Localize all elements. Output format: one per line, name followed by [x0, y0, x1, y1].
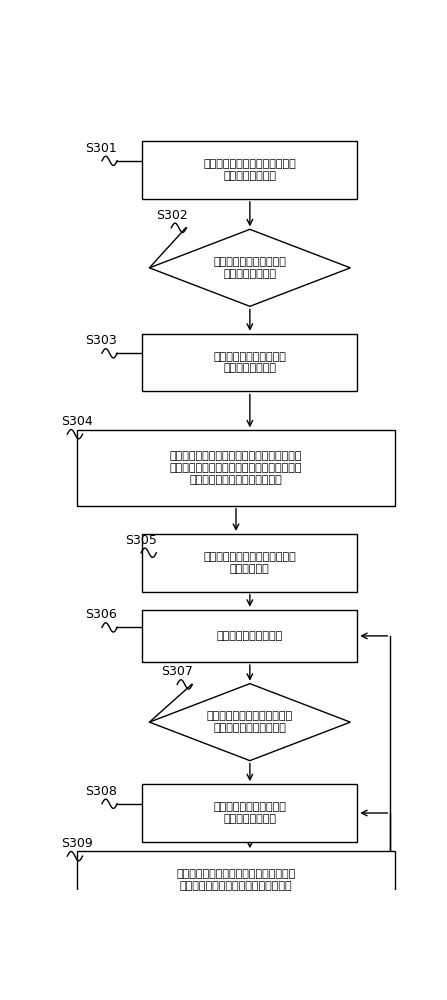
Text: S308: S308: [85, 785, 117, 798]
Bar: [143, 334, 357, 391]
Polygon shape: [149, 684, 350, 761]
Bar: [143, 141, 357, 199]
Text: 响应于电池插枪充电操作，获取
第一电池剩余容量: 响应于电池插枪充电操作，获取 第一电池剩余容量: [203, 159, 296, 181]
Bar: [143, 534, 357, 592]
Text: 第二电池剩余容量大于或等于
电流切换剩余容量阈值？: 第二电池剩余容量大于或等于 电流切换剩余容量阈值？: [207, 711, 293, 733]
Text: 根据所述第二电池单体温度和所述第二电
池单体电压重新设置所述电池充电电流: 根据所述第二电池单体温度和所述第二电 池单体电压重新设置所述电池充电电流: [177, 869, 295, 891]
Text: 第一电池剩余容量在预设
电池容量范围内？: 第一电池剩余容量在预设 电池容量范围内？: [213, 257, 287, 279]
Bar: [77, 851, 396, 909]
Text: S307: S307: [161, 665, 194, 678]
Text: S303: S303: [85, 334, 117, 347]
Text: 获取第二电池剩余容量: 获取第二电池剩余容量: [217, 631, 283, 641]
Text: 获取第一电池单体温度和
第一电池单体电压: 获取第一电池单体温度和 第一电池单体电压: [213, 352, 287, 373]
Bar: [77, 430, 396, 506]
Text: S309: S309: [61, 837, 93, 850]
Text: S302: S302: [156, 209, 188, 222]
Text: S301: S301: [85, 142, 117, 155]
Text: S304: S304: [61, 415, 93, 428]
Text: 根据所述电池充电电流数值设置
电池充电电流: 根据所述电池充电电流数值设置 电池充电电流: [203, 552, 296, 574]
Text: S306: S306: [85, 608, 117, 621]
Text: 获取第二电池单体温度和
第二电池单体电压: 获取第二电池单体温度和 第二电池单体电压: [213, 802, 287, 824]
Text: 将所述第一电池单体温度、所述第一电池单体
电压和所述第一电池剩余容量输入充电电流查
询模型，输出电池充电电流数值: 将所述第一电池单体温度、所述第一电池单体 电压和所述第一电池剩余容量输入充电电流…: [170, 451, 302, 485]
Polygon shape: [149, 229, 350, 306]
Bar: [143, 784, 357, 842]
Text: S305: S305: [125, 534, 157, 547]
Bar: [143, 610, 357, 662]
